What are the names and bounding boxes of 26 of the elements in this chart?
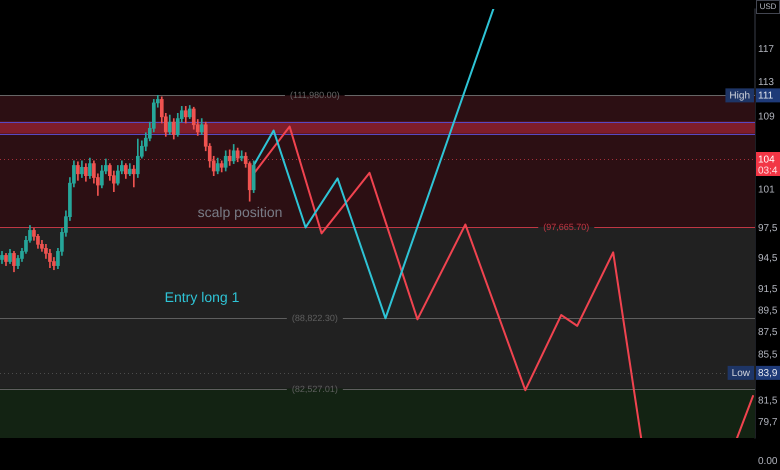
text: 0.00 [758,456,778,467]
annotation: Entry long 1 [164,288,240,305]
annotation: Low [732,368,751,380]
text: USD [760,2,777,12]
y-tick-label: 101 [758,184,776,196]
ref-line-label: (82,527.01) [292,384,338,394]
y-tick-label: 117 [758,44,774,55]
annotation: scalp position [198,204,282,220]
y-tick-label: 85,5 [758,349,778,360]
y-tick-label: 89,5 [758,305,778,316]
y-tick-label: 87,5 [758,327,778,338]
y-tick-label: 113 [758,77,774,88]
text: 111 [758,90,774,102]
annotation: High [729,90,750,102]
text: 83,9 [758,368,778,380]
y-tick-label: 91,5 [758,284,778,296]
y-tick-label: 97,5 [758,223,778,234]
ref-line-label: (88,822.30) [292,312,338,323]
ref-line-label: (111,980.00) [290,90,340,100]
text: 104 [758,154,776,166]
ref-line-label: (97,665.70) [543,222,590,232]
y-tick-label: 79,7 [758,416,778,428]
y-tick-label: 81,5 [758,395,778,406]
y-tick-label: 109 [758,112,776,123]
y-tick-label: 94,5 [758,253,778,264]
text: 03:4 [758,165,778,176]
